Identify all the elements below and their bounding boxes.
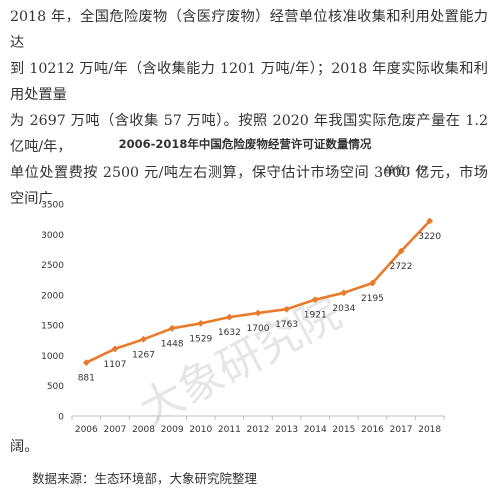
data-point-marker [311, 296, 319, 304]
y-tick-label: 500 [47, 382, 64, 392]
source-note: 数据来源：生态环境部，大象研究院整理 [32, 471, 258, 486]
data-label: 1700 [247, 324, 270, 334]
article-continuation: 阔。 [10, 439, 39, 455]
y-tick-label: 3000 [41, 231, 64, 241]
x-tick-label: 2008 [132, 425, 155, 434]
data-point-marker [197, 319, 205, 327]
y-tick-label: 0 [58, 413, 64, 423]
x-tick-label: 2015 [332, 425, 355, 434]
data-point-marker [225, 313, 233, 321]
data-label: 1267 [132, 350, 155, 360]
line-chart: 大象研究院 2006-2018年中国危险废物经营许可证数量情况 单位：份 0 50… [41, 137, 445, 434]
x-tick-label: 2011 [218, 425, 241, 434]
y-axis-tick-labels: 0 500 1000 1500 2000 2500 3000 3500 [41, 201, 64, 423]
data-label: 2722 [390, 262, 413, 272]
x-tick-label: 2010 [189, 425, 212, 434]
y-tick-label: 3500 [41, 201, 64, 211]
x-tick-label: 2013 [275, 425, 298, 434]
data-label: 1632 [218, 328, 241, 338]
data-label: 1107 [103, 360, 126, 370]
data-point-marker [111, 345, 119, 353]
x-tick-label: 2009 [161, 425, 184, 434]
unit-label: 单位：份 [384, 163, 428, 177]
data-label: 881 [78, 374, 95, 384]
x-tick-label: 2018 [418, 425, 441, 434]
x-tick-label: 2012 [247, 425, 270, 434]
data-point-marker [283, 305, 291, 313]
x-tick-label: 2006 [75, 425, 98, 434]
data-label: 2195 [361, 294, 384, 304]
x-tick-label: 2014 [304, 425, 327, 434]
data-label: 1529 [189, 334, 212, 344]
data-point-marker [140, 335, 147, 343]
data-point-marker [397, 247, 405, 255]
data-point-marker [426, 217, 434, 225]
y-tick-label: 1500 [41, 322, 64, 332]
data-label: 1763 [275, 320, 298, 330]
data-point-marker [254, 309, 262, 317]
x-axis-tick-labels: 2006 2007 2008 2009 2010 2011 2012 2013 2014 2015… [71, 416, 445, 434]
y-tick-label: 2500 [41, 261, 64, 271]
data-point-marker [340, 289, 348, 297]
data-labels: 881 1107 1267 1448 1529 1632 1700 1763 1921 2034 2… [78, 232, 442, 384]
data-point-marker [82, 359, 90, 367]
x-tick-label: 2016 [361, 425, 384, 434]
data-label: 2034 [332, 304, 355, 314]
x-tick-label: 2017 [390, 425, 413, 434]
y-tick-label: 1000 [41, 352, 64, 362]
article-paragraph: 2018 年，全国危险废物（含医疗废物）经营单位核准收集和利用处置能力达 到 1… [10, 9, 488, 207]
data-label: 1448 [161, 339, 184, 349]
data-label: 3220 [418, 232, 441, 242]
data-label: 1921 [304, 311, 327, 321]
data-markers [82, 217, 434, 367]
data-point-marker [168, 324, 176, 332]
watermark: 大象研究院 [131, 287, 349, 434]
chart-title: 2006-2018年中国危险废物经营许可证数量情况 [119, 137, 372, 151]
x-tick-label: 2007 [103, 425, 126, 434]
y-tick-label: 2000 [41, 291, 64, 301]
